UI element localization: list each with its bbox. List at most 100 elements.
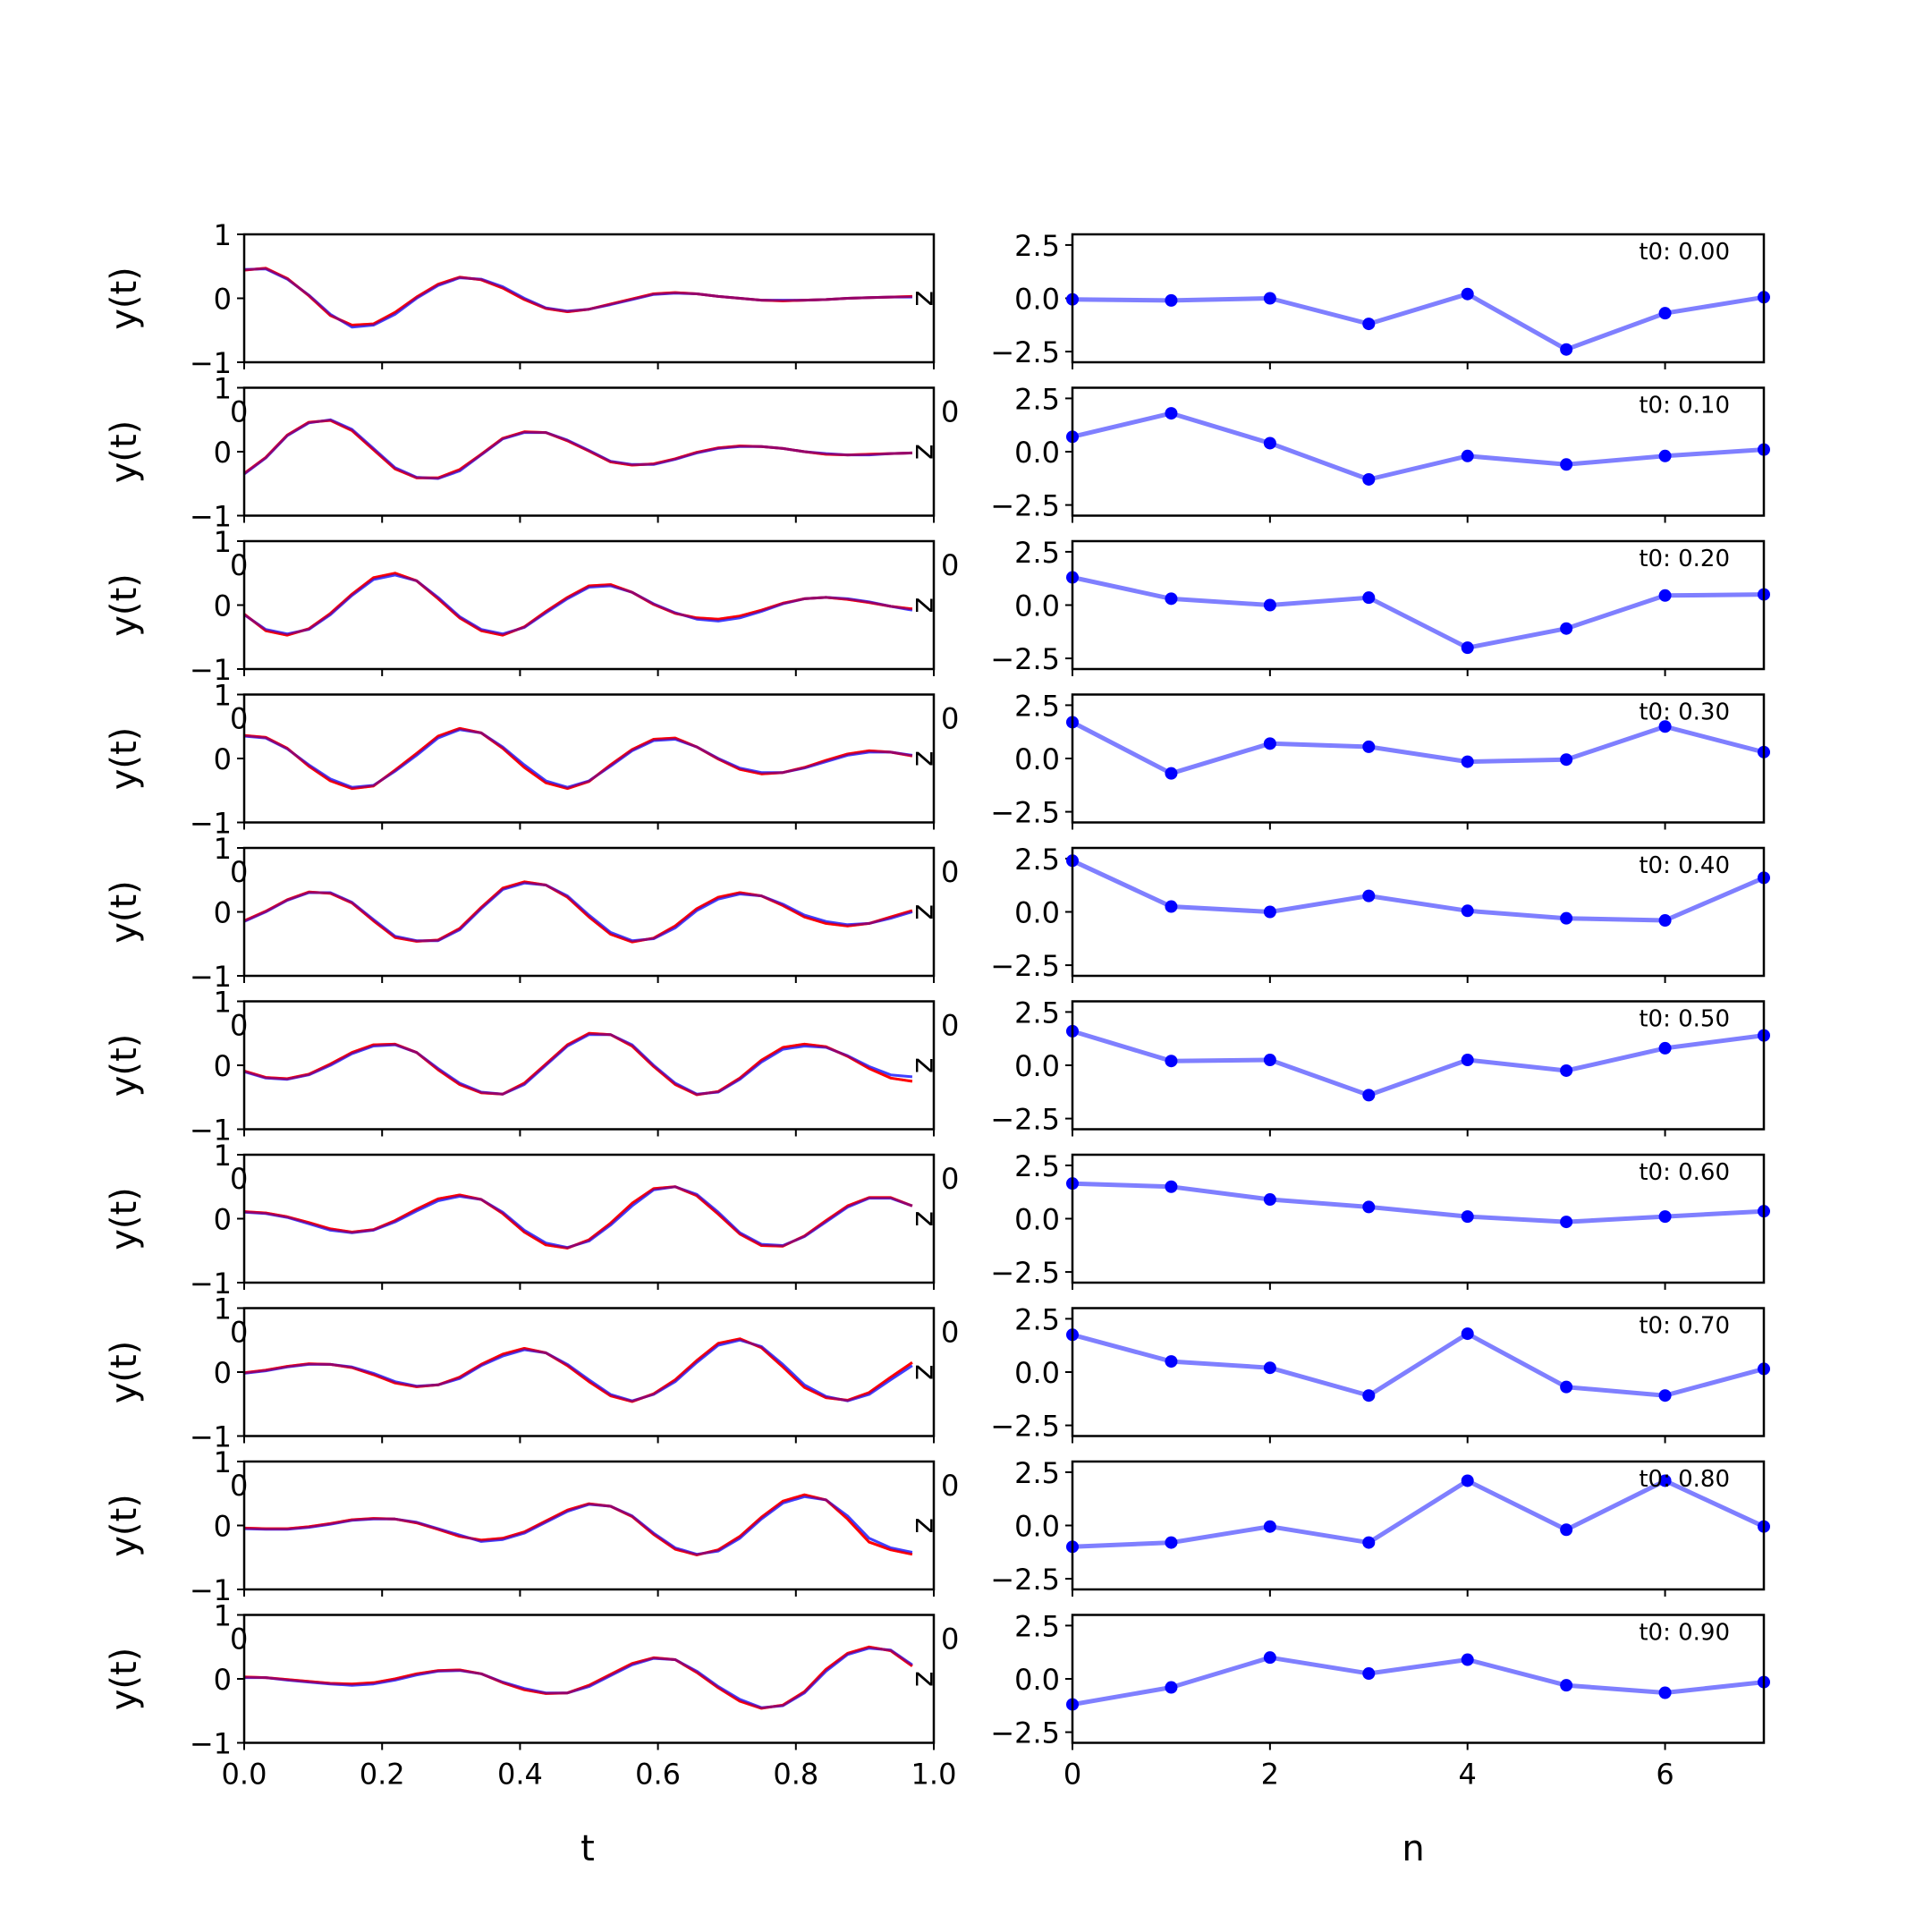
time-series-column: 10−1y(t) z10−10 0y(t) z10−10 0y(t) z10−10 0y(t… (104, 218, 959, 1792)
x-tick-label: 0.0 (222, 1758, 267, 1792)
true-series-line (243, 1495, 913, 1556)
coefficient-point (1461, 1054, 1474, 1067)
y-tick-label: −1 (190, 960, 232, 994)
coefficient-point (1560, 1523, 1573, 1537)
x-tick-label: 2 (1261, 1758, 1279, 1792)
y-tick-label: 2.5 (1014, 1302, 1060, 1336)
y-tick-label: 0 (214, 1203, 232, 1237)
coefficient-point (1263, 1361, 1276, 1375)
true-series-line (244, 1647, 913, 1709)
z-axis-label: z (908, 444, 944, 460)
y-axis-label: y(t) (104, 880, 145, 944)
plot-frame (1071, 386, 1766, 517)
predicted-series-overlay (243, 1031, 913, 1097)
z-axis-label: z (908, 597, 944, 614)
x-tick-label: 0.4 (497, 1758, 543, 1792)
y-tick-label: −2.5 (990, 1716, 1060, 1750)
coefficient-panel: 2.5 0.0 −2.5 t0: 0.20 (990, 536, 1770, 676)
coefficient-point (1165, 407, 1178, 420)
predicted-series-overlay (243, 1645, 913, 1710)
y-tick-label: 2.5 (1014, 382, 1060, 416)
y-tick-label: −2.5 (990, 796, 1060, 830)
coefficient-point (1263, 1520, 1276, 1533)
coefficient-point (1263, 1054, 1276, 1067)
time-series-panel: 10−10.0 0.2 0.4 0.6 0.8 1.00 0y(t) z (104, 1599, 959, 1792)
y-axis-label: y(t) (104, 420, 145, 484)
y-tick-label: −1 (190, 807, 232, 841)
y-axis-label: y(t) (104, 1187, 145, 1250)
coefficient-point (1658, 914, 1672, 928)
z-axis-label: z (908, 1057, 944, 1073)
coefficient-point (1461, 641, 1474, 655)
y-tick-label: 1 (214, 832, 232, 866)
plot-frame (242, 846, 936, 978)
x-tick-label-overlap: 0 (230, 1469, 248, 1503)
true-series-line (243, 1033, 913, 1096)
coefficient-line (1072, 1655, 1765, 1707)
y-tick-label: 1 (214, 679, 232, 713)
coefficient-panel: 2.5 0.0 −2.5 t0: 0.70 (990, 1302, 1770, 1444)
coefficient-point (1263, 905, 1276, 919)
x-tick-label: 0.8 (773, 1758, 818, 1792)
x-tick-label-overlap: 0 (941, 395, 959, 429)
x-tick-label: 4 (1459, 1758, 1477, 1792)
y-tick-label: 0.0 (1014, 742, 1060, 776)
x-tick-label: 0 (1063, 1758, 1081, 1792)
y-tick-label: −2.5 (990, 1563, 1060, 1597)
y-tick-label: 2.5 (1014, 1456, 1060, 1490)
t0-label: t0: 0.50 (1639, 1006, 1730, 1033)
y-tick-label: −2.5 (990, 642, 1060, 676)
coefficient-point (1658, 1041, 1672, 1055)
z-axis-label: z (908, 1671, 944, 1687)
time-series-panel: 10−10 0y(t) z (104, 525, 959, 687)
coefficient-point (1658, 449, 1672, 462)
coefficient-point (1461, 1474, 1474, 1487)
x-tick-label-overlap: 0 (941, 1009, 959, 1043)
coefficient-point (1362, 1536, 1376, 1549)
z-axis-label: z (908, 904, 944, 920)
time-series-panel: 10−10 0y(t) z (104, 1445, 959, 1607)
time-series-panel: 10−10 0y(t) z (104, 986, 959, 1148)
y-tick-label: 0 (214, 1510, 232, 1544)
coefficient-point (1461, 904, 1474, 918)
z-axis-label: z (908, 291, 944, 307)
y-tick-label: −1 (190, 1727, 232, 1761)
t0-label: t0: 0.90 (1639, 1620, 1730, 1647)
plot-frame (242, 1614, 936, 1744)
coefficient-point (1461, 449, 1474, 462)
t0-label: t0: 0.60 (1639, 1159, 1730, 1186)
plot-frame (242, 386, 936, 517)
y-tick-label: 2.5 (1014, 843, 1060, 877)
y-tick-label: 0 (214, 896, 232, 930)
z-axis-label: z (908, 1364, 944, 1380)
y-tick-label: 1 (214, 1445, 232, 1479)
t0-label: t0: 0.70 (1639, 1313, 1730, 1340)
x-tick-label-overlap: 0 (230, 548, 248, 582)
x-tick-label-overlap: 0 (941, 1623, 959, 1657)
x-tick-label-overlap: 0 (230, 1623, 248, 1657)
plot-frame (1071, 846, 1766, 978)
plot-frame (1071, 539, 1766, 671)
t0-label: t0: 0.40 (1639, 852, 1730, 879)
plot-frame (242, 1153, 936, 1284)
y-tick-label: 1 (214, 1599, 232, 1633)
time-series-panel: 10−10 0y(t) z (104, 679, 959, 841)
y-tick-label: −1 (190, 1420, 232, 1454)
x-tick-label-overlap: 0 (230, 855, 248, 889)
coefficient-point (1560, 1380, 1573, 1394)
t0-label: t0: 0.30 (1639, 699, 1730, 726)
coefficient-panel: 2.5 0.0 −2.5 t0: 0.00 (990, 229, 1770, 369)
coefficient-panel: 2.5 0.0 −2.5 t0: 0.30 (990, 689, 1770, 830)
x-tick-label-overlap: 0 (941, 702, 959, 736)
y-tick-label: 0 (214, 742, 232, 776)
coefficient-point (1461, 1653, 1474, 1666)
coefficient-point (1658, 1686, 1672, 1699)
coefficient-point (1263, 737, 1276, 750)
coefficient-point (1165, 1536, 1178, 1549)
coefficient-point (1165, 1355, 1178, 1368)
true-series-line (243, 573, 913, 636)
plot-frame (1071, 1614, 1766, 1744)
predicted-series-overlay (243, 1185, 913, 1250)
y-tick-label: 0 (214, 283, 232, 317)
